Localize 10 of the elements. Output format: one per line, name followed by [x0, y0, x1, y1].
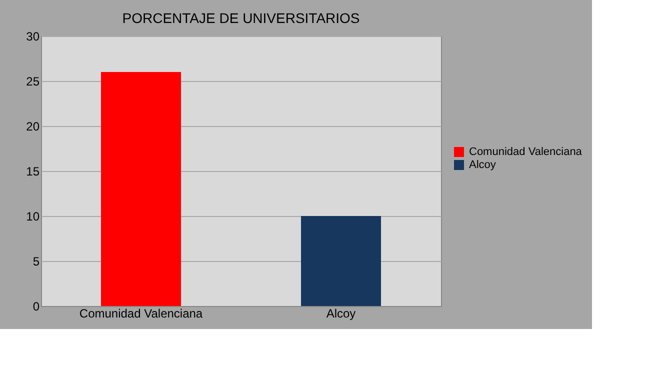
y-tick-label: 30: [26, 30, 40, 44]
chart-title: PORCENTAJE DE UNIVERSITARIOS: [122, 10, 360, 26]
y-tick-label: 0: [32, 300, 40, 314]
y-tick-label: 15: [26, 164, 40, 178]
legend-label: Comunidad Valenciana: [469, 146, 583, 158]
y-tick-label: 10: [26, 210, 40, 224]
y-tick-label: 25: [26, 74, 40, 88]
legend-label: Alcoy: [469, 159, 496, 171]
y-tick-label: 20: [26, 120, 40, 134]
y-tick-label: 5: [32, 254, 40, 268]
